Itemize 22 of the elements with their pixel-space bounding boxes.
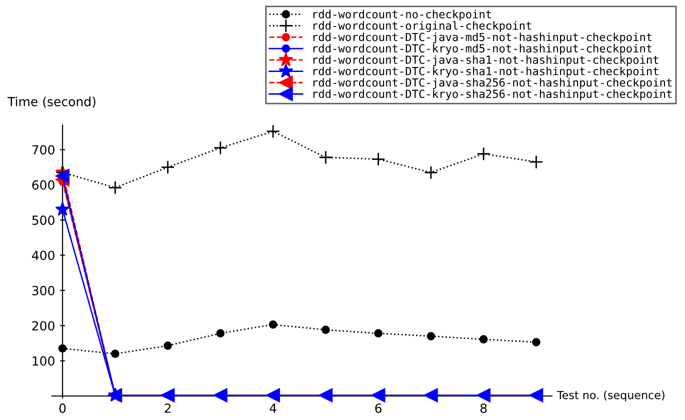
legend-label: rdd-wordcount-DTC-java-md5-not-hashinput-checkpoint — [313, 32, 652, 44]
x-tick-label: 8 — [480, 404, 487, 413]
legend-label: rdd-wordcount-DTC-kryo-sha1-not-hashinput-checkpoint — [313, 66, 658, 78]
x-tick-label: 0 — [59, 404, 66, 413]
y-tick-label: 600 — [32, 180, 54, 190]
legend-label: rdd-wordcount-DTC-kryo-md5-not-hashinput-checkpoint — [313, 44, 652, 55]
legend-label: rdd-wordcount-original-checkpoint — [313, 21, 532, 32]
y-tick-label: 700 — [32, 145, 54, 155]
y-axis-title: Time (second) — [8, 96, 96, 108]
y-tick-label: 500 — [32, 216, 54, 225]
y-tick-label: 300 — [32, 286, 54, 296]
y-tick-label: 200 — [32, 321, 54, 331]
y-tick-label: 400 — [32, 250, 54, 260]
legend-label: rdd-wordcount-no-checkpoint — [313, 10, 491, 21]
legend-label: rdd-wordcount-DTC-kryo-sha256-not-hashinput-checkpoint — [313, 89, 672, 100]
legend-label: rdd-wordcount-DTC-java-sha256-not-hashinput-checkpoint — [313, 78, 672, 89]
x-axis-title: Test no. (sequence) — [556, 390, 664, 402]
x-tick-label: 2 — [164, 404, 171, 413]
y-tick-label: 100 — [32, 356, 54, 366]
legend-label: rdd-wordcount-DTC-java-sha1-not-hashinput-checkpoint — [313, 55, 658, 66]
x-tick-label: 6 — [375, 404, 382, 413]
x-tick-label: 4 — [270, 404, 276, 413]
